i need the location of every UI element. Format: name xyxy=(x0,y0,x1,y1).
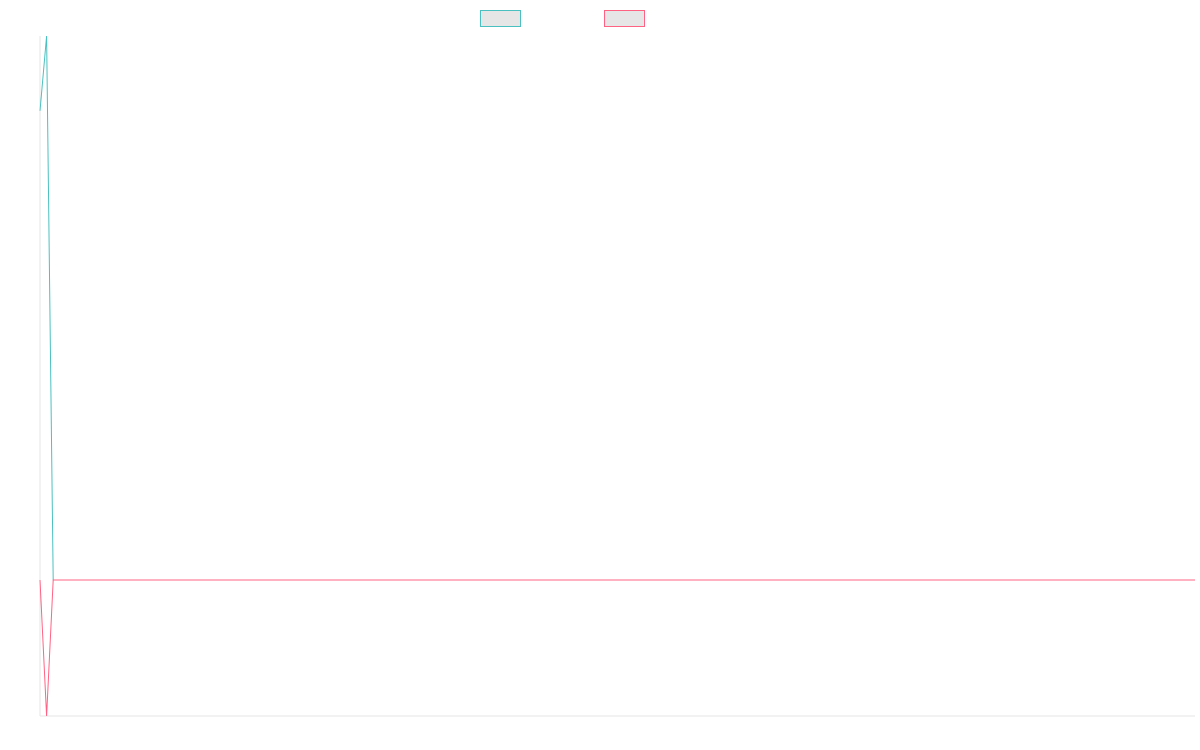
plot-area xyxy=(39,35,1195,717)
legend[interactable] xyxy=(480,10,645,27)
legend-swatch-2[interactable] xyxy=(604,10,645,27)
legend-swatch-1[interactable] xyxy=(480,10,521,27)
series-line-1 xyxy=(39,35,1195,581)
axes xyxy=(39,36,1195,717)
series-line-2 xyxy=(39,579,1195,717)
